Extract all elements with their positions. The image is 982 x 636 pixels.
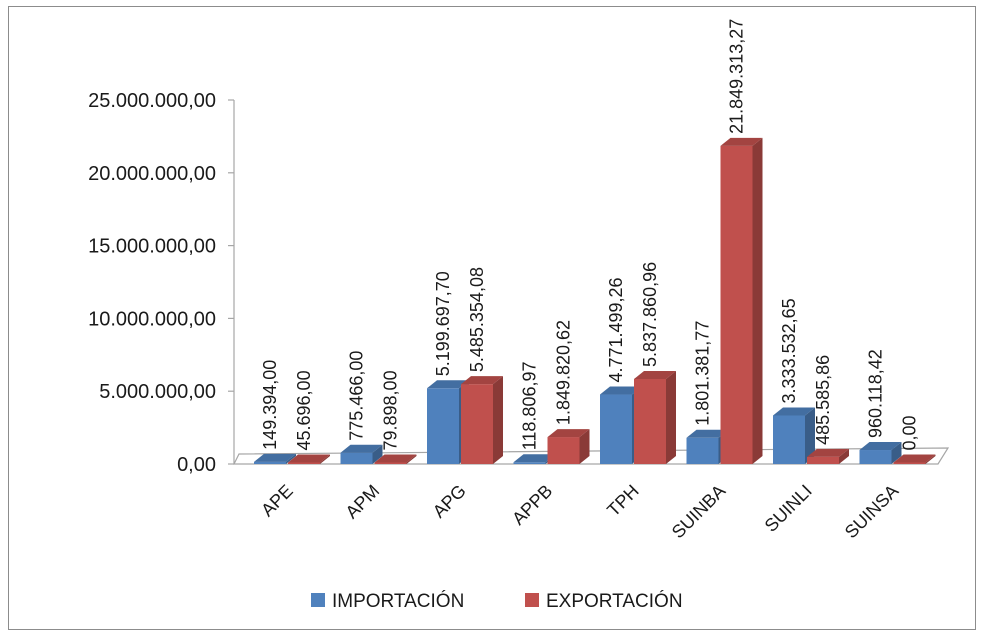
- data-label-exportacion-suinsa: 0,00: [900, 415, 920, 450]
- y-tick-label: 25.000.000,00: [88, 90, 216, 112]
- bar-exportacion-appb: [547, 429, 590, 464]
- bar-side: [372, 444, 383, 464]
- bar-side: [406, 454, 417, 464]
- legend-swatch-exportacion: [525, 593, 539, 607]
- bar-side: [579, 429, 590, 464]
- bar-top: [634, 371, 676, 380]
- bar-side: [493, 376, 503, 464]
- data-label-exportacion-suinba: 21.849.313,27: [727, 19, 747, 134]
- bar-top: [807, 448, 849, 457]
- bar-top: [893, 454, 936, 463]
- x-tick-label-apg: APG: [429, 481, 470, 522]
- bar-front: [773, 415, 805, 464]
- bar-top: [720, 137, 763, 146]
- bar-front: [634, 379, 666, 464]
- bar-importacion-suinli: [773, 407, 815, 464]
- data-label-importacion-apg: 5.199.697,70: [433, 271, 453, 376]
- data-label-exportacion-apg: 5.485.354,08: [467, 267, 487, 372]
- bar-side: [666, 371, 676, 464]
- bar-exportacion-tph: [634, 371, 676, 464]
- bar-front: [254, 461, 286, 464]
- bar-top: [374, 454, 417, 463]
- bar-top: [254, 453, 296, 462]
- data-label-importacion-apm: 775.466,00: [347, 351, 367, 441]
- bar-side: [320, 454, 330, 464]
- data-label-importacion-tph: 4.771.499,26: [606, 277, 626, 382]
- bar-front: [893, 462, 926, 464]
- data-labels: 149.394,00 45.696,00 775.466,00 79.898,00 5.…: [260, 19, 920, 451]
- data-label-importacion-appb: 118.806,97: [520, 362, 540, 451]
- bar-exportacion-apg: [461, 376, 503, 464]
- legend-label-importacion: IMPORTACIÓN: [332, 590, 464, 612]
- bar-exportacion-suinsa: [893, 454, 936, 464]
- bar-importacion-ape: [254, 453, 296, 464]
- bar-importacion-apm: [340, 444, 383, 464]
- bar-top: [513, 454, 556, 463]
- bar-front: [547, 437, 580, 464]
- bar-importacion-suinsa: [859, 442, 902, 464]
- data-label-exportacion-tph: 5.837.860,96: [640, 262, 660, 367]
- x-tick-label-suinli: SUINLI: [761, 481, 816, 536]
- bar-front: [513, 462, 546, 464]
- chart-frame: [8, 6, 976, 630]
- bars: [254, 137, 936, 464]
- bar-front: [807, 456, 839, 464]
- bar-side: [925, 454, 936, 464]
- bar-top: [288, 454, 330, 463]
- bar-front: [859, 450, 892, 464]
- x-axis-labels: APE APM APG APPB TPH SUINBA SUINLI SUINSA: [257, 481, 902, 543]
- y-tick-label: 5.000.000,00: [99, 381, 216, 403]
- data-label-exportacion-apm: 79.898,00: [381, 370, 401, 450]
- bar-top: [427, 380, 469, 389]
- bar-front: [427, 388, 459, 464]
- x-tick-label-ape: APE: [257, 481, 297, 521]
- bar-exportacion-suinba: [720, 137, 763, 464]
- legend-label-exportacion: EXPORTACIÓN: [546, 590, 683, 612]
- data-label-importacion-suinli: 3.333.532,65: [779, 298, 799, 403]
- bar-front: [461, 384, 493, 464]
- bar-front: [720, 145, 753, 464]
- bar-side: [752, 137, 763, 464]
- bar-side: [286, 453, 296, 464]
- y-tick-label: 20.000.000,00: [88, 163, 216, 185]
- bar-front: [600, 394, 632, 464]
- legend: IMPORTACIÓN EXPORTACIÓN: [311, 590, 683, 612]
- x-tick-label-suinba: SUINBA: [668, 481, 730, 543]
- data-label-importacion-suinba: 1.801.381,77: [693, 321, 713, 426]
- bar-exportacion-apm: [374, 454, 417, 464]
- bar-side: [839, 448, 849, 464]
- data-label-exportacion-suinli: 485.585,86: [813, 355, 833, 445]
- bar-top: [686, 429, 729, 438]
- y-axis: 0,00 5.000.000,00 10.000.000,00 15.000.000,…: [88, 90, 235, 476]
- bar-front: [288, 462, 320, 464]
- legend-swatch-importacion: [311, 593, 325, 607]
- y-tick-label: 15.000.000,00: [88, 236, 216, 258]
- bar-front: [686, 437, 719, 464]
- bar-side: [805, 407, 815, 464]
- x-tick-label-apm: APM: [342, 481, 384, 523]
- bar-top: [340, 444, 383, 453]
- bar-top: [773, 407, 815, 416]
- data-label-exportacion-ape: 45.696,00: [294, 370, 314, 450]
- bar-top: [600, 386, 642, 395]
- bar-top: [859, 442, 902, 451]
- x-tick-label-tph: TPH: [603, 481, 643, 521]
- bar-exportacion-suinli: [807, 448, 849, 464]
- y-tick-label: 0,00: [177, 454, 216, 476]
- data-label-importacion-suinsa: 960.118,42: [866, 349, 886, 438]
- x-tick-label-appb: APPB: [508, 481, 556, 529]
- bar-exportacion-ape: [288, 454, 330, 464]
- y-tick-label: 10.000.000,00: [88, 308, 216, 330]
- data-label-exportacion-appb: 1.849.820,62: [554, 320, 574, 425]
- bar-side: [891, 442, 902, 464]
- data-label-importacion-ape: 149.394,00: [260, 360, 280, 450]
- bar-front: [374, 462, 407, 464]
- bar-front: [340, 452, 373, 464]
- bar-top: [547, 429, 590, 438]
- bar-top: [461, 376, 503, 385]
- x-tick-label-suinsa: SUINSA: [841, 481, 903, 543]
